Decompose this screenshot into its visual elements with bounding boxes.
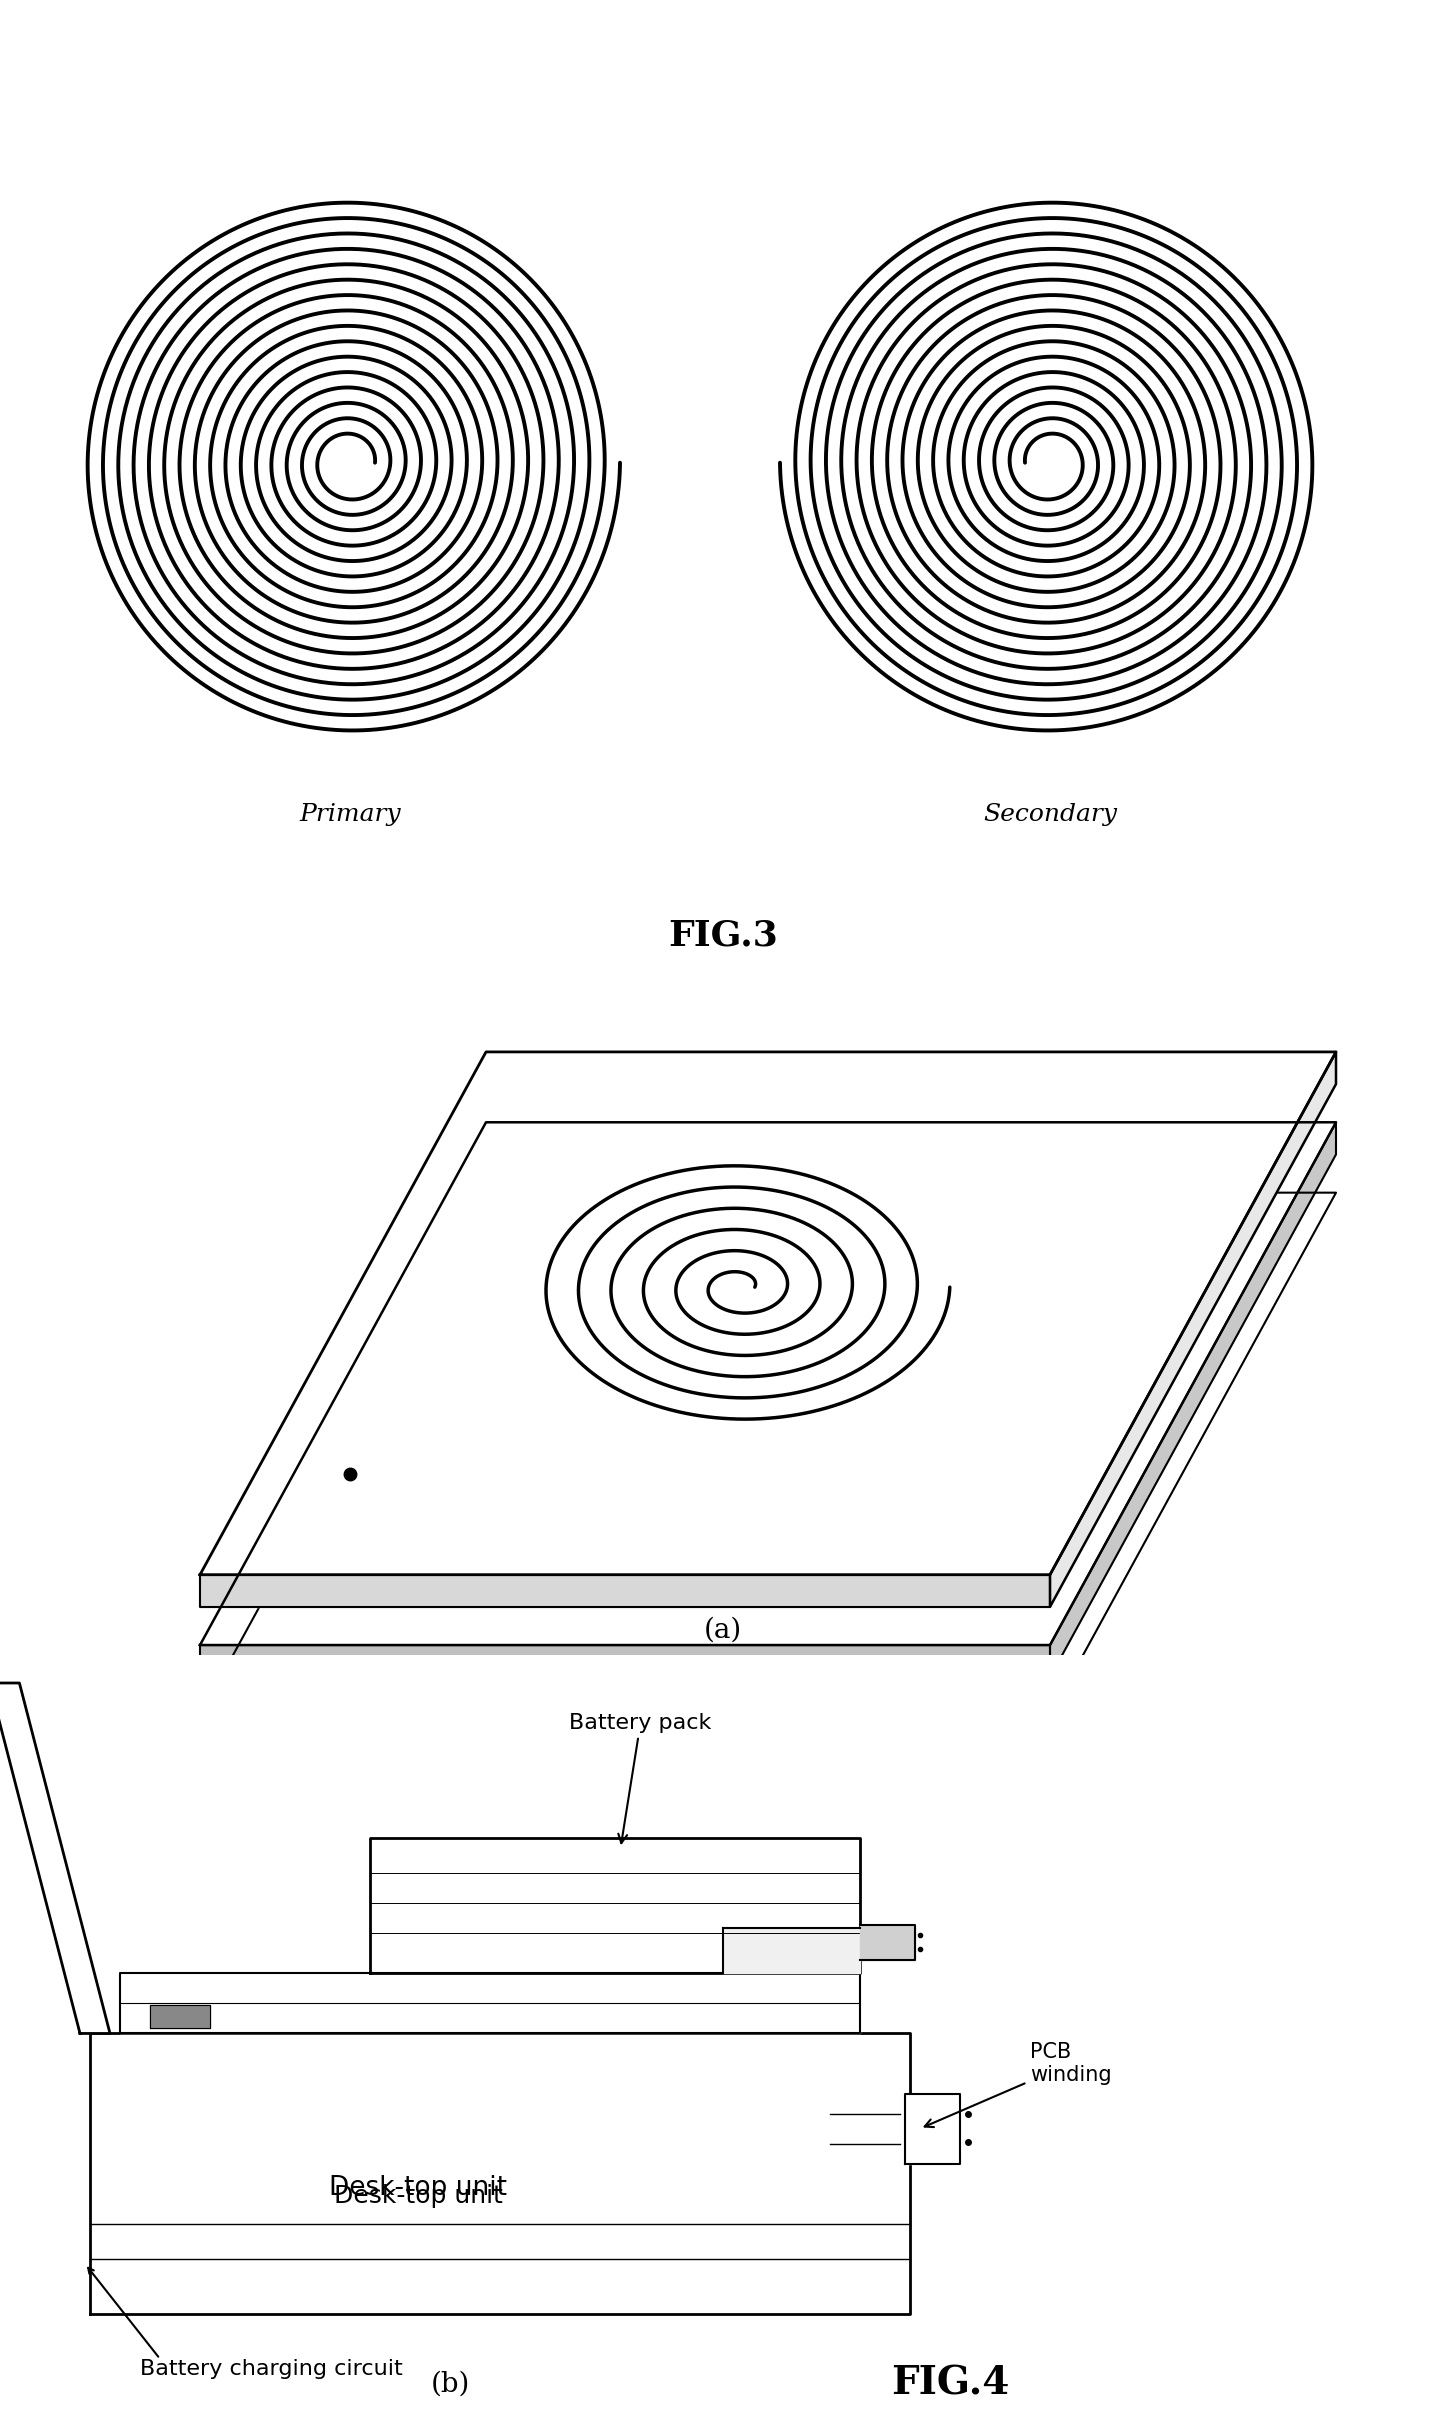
Text: (b): (b) bbox=[431, 2371, 470, 2397]
Polygon shape bbox=[0, 1682, 110, 2032]
Polygon shape bbox=[90, 2032, 910, 2315]
Polygon shape bbox=[1050, 1122, 1336, 1677]
Text: Desk-top unit: Desk-top unit bbox=[334, 2183, 502, 2208]
Text: FIG.4: FIG.4 bbox=[891, 2366, 1009, 2402]
Text: Battery charging circuit: Battery charging circuit bbox=[140, 2359, 403, 2378]
Polygon shape bbox=[370, 1838, 860, 1974]
Polygon shape bbox=[200, 1716, 1050, 1748]
Polygon shape bbox=[860, 1925, 915, 1959]
Polygon shape bbox=[905, 2093, 960, 2164]
Text: Battery pack: Battery pack bbox=[570, 1714, 711, 1843]
Text: Desk-top unit: Desk-top unit bbox=[330, 2174, 508, 2200]
Polygon shape bbox=[1050, 1051, 1336, 1606]
Polygon shape bbox=[200, 1645, 1050, 1677]
Polygon shape bbox=[723, 1928, 860, 1974]
Polygon shape bbox=[200, 1122, 1336, 1645]
Text: FIG.3: FIG.3 bbox=[668, 918, 778, 952]
Text: Primary: Primary bbox=[299, 803, 401, 825]
Polygon shape bbox=[120, 1974, 860, 2032]
Polygon shape bbox=[150, 2006, 210, 2028]
Text: Secondary: Secondary bbox=[983, 803, 1116, 825]
Text: (a): (a) bbox=[704, 1616, 742, 1643]
Polygon shape bbox=[200, 1051, 1336, 1575]
Polygon shape bbox=[200, 1575, 1050, 1606]
Text: PCB
winding: PCB winding bbox=[924, 2042, 1112, 2127]
